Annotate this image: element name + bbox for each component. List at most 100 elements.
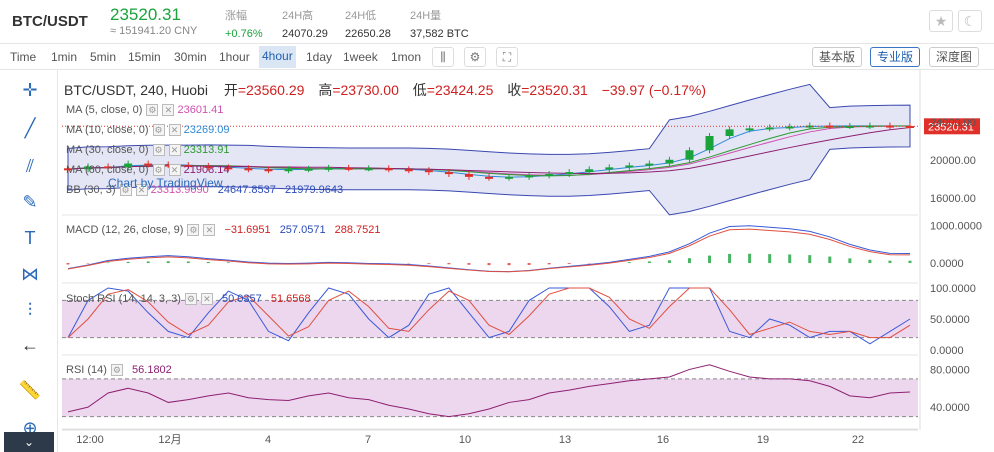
- legend-rsi-v1: 56.1802: [132, 364, 172, 376]
- view-depth-button[interactable]: 深度图: [929, 47, 980, 67]
- gear-icon[interactable]: ⚙: [152, 144, 165, 157]
- fib-icon[interactable]: ⫶: [27, 300, 33, 320]
- interval-1min[interactable]: 1min: [51, 50, 78, 64]
- ticker-header: BTC/USDT 23520.31 ≈ 151941.20 CNY 涨幅 +0.…: [0, 0, 994, 44]
- rsi-tick-label: 40.0000: [930, 402, 970, 414]
- candle: [545, 174, 554, 176]
- ohlc-close-label: 收: [507, 82, 522, 98]
- interval-1mon[interactable]: 1mon: [391, 50, 422, 64]
- view-pro-button[interactable]: 专业版: [870, 47, 921, 67]
- candle: [765, 127, 774, 130]
- ohlc-open: =23560.29: [237, 82, 305, 98]
- tradingview-watermark: Chart by TradingView: [108, 176, 223, 190]
- fullscreen-icon[interactable]: ⛶: [496, 47, 518, 67]
- stoch-band: [62, 300, 918, 338]
- time-tick-label: 16: [657, 434, 669, 446]
- last-price-tag-label: 23520.31: [928, 121, 974, 133]
- close-icon[interactable]: ✕: [168, 164, 181, 177]
- close-icon[interactable]: ✕: [200, 293, 213, 306]
- legend-macd[interactable]: MACD (12, 26, close, 9) ⚙ ✕ −31.6951 257.0…: [66, 224, 381, 237]
- legend-ma30-label: MA (30, close, 0): [66, 144, 149, 156]
- candle: [705, 136, 714, 151]
- gear-icon[interactable]: ⚙: [152, 164, 165, 177]
- candle: [565, 172, 574, 175]
- ruler-icon[interactable]: 📏: [18, 380, 42, 400]
- view-basic-button[interactable]: 基本版: [812, 47, 863, 67]
- legend-macd-v3: 288.7521: [334, 224, 381, 236]
- close-icon[interactable]: ✕: [203, 224, 216, 237]
- last-price-tag: [924, 118, 980, 135]
- stat-volume: 24H量 37,582 BTC: [410, 7, 469, 40]
- candle: [745, 128, 754, 131]
- time-tick-label: 13: [559, 434, 571, 446]
- pattern-icon[interactable]: ⋈: [21, 264, 39, 284]
- legend-macd-label: MACD (12, 26, close, 9): [66, 224, 184, 236]
- legend-macd-v1: −31.6951: [224, 224, 271, 236]
- text-tool-icon[interactable]: T: [24, 228, 36, 248]
- legend-ma5[interactable]: MA (5, close, 0) ⚙ ✕ 23601.41: [66, 104, 223, 117]
- pitchfork-icon[interactable]: ⫽: [25, 156, 35, 176]
- legend-bb[interactable]: BB (30, 3) ⚙ ✕ 23313.9090 24647.8537 21979…: [66, 184, 343, 197]
- stat-low-value: 22650.28: [345, 28, 391, 40]
- legend-stoch-v2: 51.6568: [270, 293, 311, 305]
- interval-time[interactable]: Time: [10, 50, 37, 64]
- candle: [464, 174, 473, 177]
- candle: [906, 126, 914, 129]
- candle: [384, 168, 393, 171]
- time-tick-label: 4: [265, 434, 271, 446]
- candle: [424, 170, 433, 173]
- legend-rsi[interactable]: RSI (14) ⚙ 56.1802: [66, 364, 172, 377]
- legend-stoch[interactable]: Stoch RSI (14, 14, 3, 3) ⚙ ✕ 50.0357 51.65…: [66, 293, 311, 306]
- stat-volume-value: 37,582 BTC: [410, 28, 469, 40]
- interval-1day[interactable]: 1day: [306, 50, 333, 64]
- brush-icon[interactable]: ✎: [22, 192, 38, 212]
- interval-5min[interactable]: 5min: [90, 50, 117, 64]
- candle: [585, 169, 594, 173]
- candle: [364, 168, 373, 171]
- candle: [505, 176, 514, 179]
- legend-ma30[interactable]: MA (30, close, 0) ⚙ ✕ 23313.91: [66, 144, 230, 157]
- legend-bb-label: BB (30, 3): [66, 184, 116, 196]
- gear-icon[interactable]: ⚙: [152, 124, 165, 137]
- candle: [284, 169, 293, 172]
- legend-ma10[interactable]: MA (10, close, 0) ⚙ ✕ 23269.09: [66, 124, 230, 137]
- stat-high-value: 24070.29: [282, 28, 328, 40]
- legend-bb-value: 23313.9090: [150, 184, 209, 196]
- legend-ma60-value: 21908.14: [183, 164, 230, 176]
- legend-stoch-label: Stoch RSI (14, 14, 3, 3): [66, 293, 181, 305]
- interval-1hour[interactable]: 1hour: [219, 50, 250, 64]
- candle: [485, 176, 493, 179]
- moon-icon[interactable]: ☾: [958, 10, 982, 32]
- gear-icon[interactable]: ⚙: [187, 224, 200, 237]
- close-icon[interactable]: ✕: [168, 144, 181, 157]
- gear-icon[interactable]: ⚙: [119, 184, 132, 197]
- close-icon[interactable]: ✕: [162, 104, 175, 117]
- time-tick-label: 12月: [158, 434, 181, 446]
- back-arrow-icon[interactable]: ←: [21, 335, 39, 355]
- candle-type-icon[interactable]: ⫼: [432, 47, 454, 67]
- legend-ma60[interactable]: MA (60, close, 0) ⚙ ✕ 21908.14: [66, 164, 230, 177]
- collapse-chevron-icon[interactable]: ⌄: [4, 432, 54, 452]
- close-icon[interactable]: ✕: [168, 124, 181, 137]
- interval-15min[interactable]: 15min: [128, 50, 161, 64]
- star-icon[interactable]: ★: [929, 10, 953, 32]
- interval-30min[interactable]: 30min: [174, 50, 207, 64]
- trend-line-icon[interactable]: ╱: [24, 118, 36, 138]
- candle: [324, 167, 333, 170]
- gear-icon[interactable]: ⚙: [110, 364, 123, 377]
- interval-toolbar: Time 1min 5min 15min 30min 1hour 4hour 1…: [0, 44, 994, 70]
- legend-ma10-value: 23269.09: [183, 124, 230, 136]
- candle: [885, 125, 894, 128]
- stat-change-label: 涨幅: [225, 10, 247, 22]
- ohlc-low: =23424.25: [426, 82, 494, 98]
- interval-1week[interactable]: 1week: [343, 50, 378, 64]
- interval-4hour[interactable]: 4hour: [259, 46, 296, 68]
- gear-icon[interactable]: ⚙: [146, 104, 159, 117]
- settings-icon[interactable]: ⚙: [464, 47, 486, 67]
- candle: [725, 129, 734, 136]
- rsi-line: [67, 364, 911, 418]
- crosshair-icon[interactable]: ✛: [22, 80, 38, 100]
- stoch-tick-label: 50.0000: [930, 314, 970, 326]
- gear-icon[interactable]: ⚙: [184, 293, 197, 306]
- legend-rsi-label: RSI (14): [66, 364, 107, 376]
